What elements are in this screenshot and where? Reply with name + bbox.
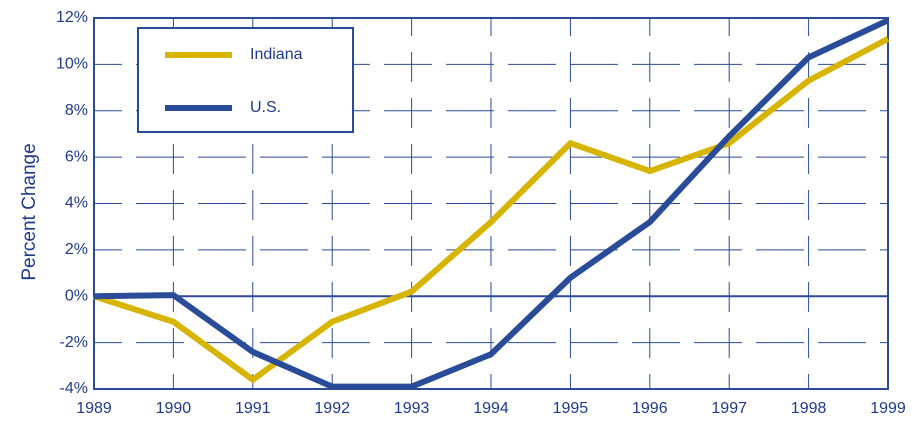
y-tick-label: -2%: [60, 334, 88, 351]
y-tick-label: 10%: [56, 56, 88, 73]
legend-label: Indiana: [250, 46, 303, 63]
x-tick-label: 1996: [632, 400, 668, 417]
legend-label: U.S.: [250, 99, 281, 116]
x-tick-label: 1991: [235, 400, 271, 417]
y-tick-label: 4%: [65, 195, 88, 212]
y-tick-label: 0%: [65, 287, 88, 304]
x-tick-label: 1993: [394, 400, 430, 417]
y-axis-label: Percent Change: [19, 143, 40, 280]
x-tick-label: 1992: [314, 400, 350, 417]
y-tick-label: 8%: [65, 102, 88, 119]
x-tick-label: 1994: [473, 400, 509, 417]
x-tick-label: 1999: [870, 400, 906, 417]
x-tick-label: 1995: [553, 400, 589, 417]
y-tick-label: 6%: [65, 148, 88, 165]
x-tick-label: 1997: [711, 400, 747, 417]
legend-box: [137, 27, 354, 133]
x-tick-label: 1990: [156, 400, 192, 417]
x-tick-label: 1998: [791, 400, 827, 417]
x-tick-label: 1989: [76, 400, 112, 417]
y-tick-label: 2%: [65, 241, 88, 258]
line-series: [93, 17, 890, 390]
plot-frame: [93, 17, 889, 390]
y-tick-label: -4%: [60, 380, 88, 397]
line-series: [93, 36, 890, 384]
y-tick-label: 12%: [56, 9, 88, 26]
